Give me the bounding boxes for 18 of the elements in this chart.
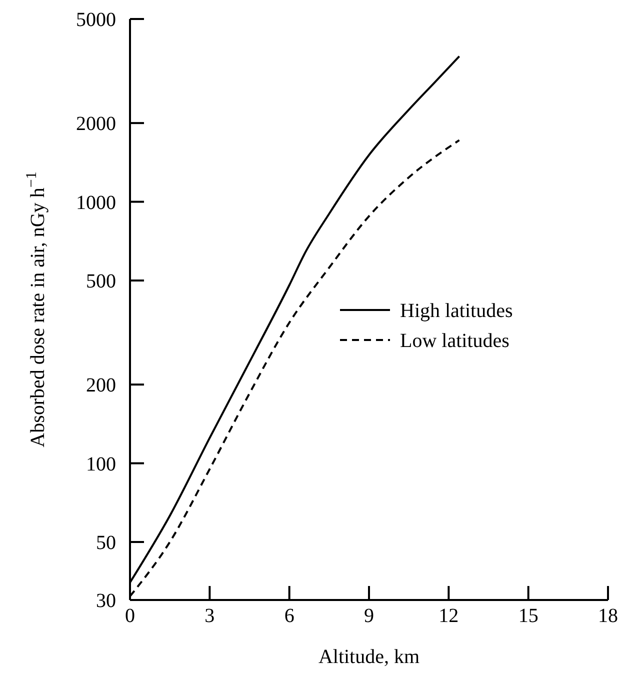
x-tick-label: 0 <box>125 605 135 627</box>
x-tick-label: 9 <box>364 605 374 627</box>
x-tick-label: 18 <box>598 605 618 627</box>
y-tick-label: 30 <box>96 590 116 612</box>
y-tick-label: 500 <box>86 270 116 292</box>
x-tick-label: 3 <box>204 605 215 627</box>
y-tick-label: 2000 <box>76 113 116 136</box>
legend-label: Low latitudes <box>400 330 510 352</box>
legend-label: High latitudes <box>400 300 513 322</box>
x-axis-title: Altitude, km <box>318 646 420 668</box>
x-tick-label: 15 <box>518 605 538 627</box>
y-tick-label: 1000 <box>76 192 116 214</box>
y-tick-label: 5000 <box>76 9 116 31</box>
y-tick-label: 200 <box>86 374 116 397</box>
x-tick-label: 6 <box>284 605 294 627</box>
y-tick-label: 50 <box>96 532 116 554</box>
y-tick-label: 100 <box>86 453 116 476</box>
x-tick-label: 12 <box>438 605 459 627</box>
